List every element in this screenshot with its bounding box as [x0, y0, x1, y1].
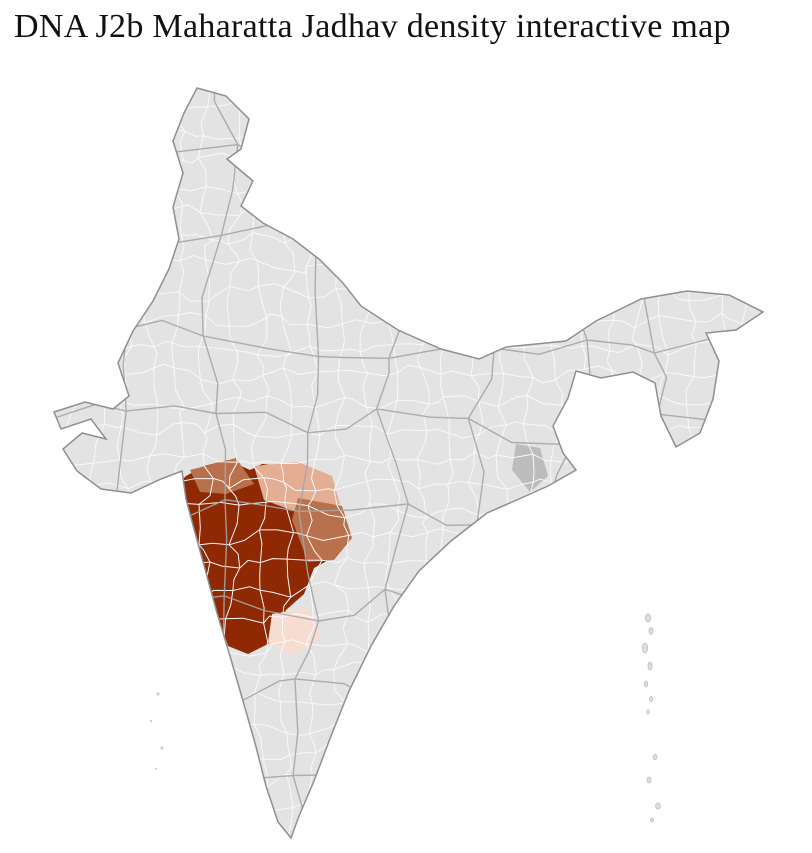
india-base[interactable]	[54, 88, 763, 838]
region-low-density-northeast[interactable]	[254, 462, 340, 514]
region-medium-density-north[interactable]	[190, 458, 254, 494]
lakshadweep-islands[interactable]	[149, 692, 164, 771]
region-medium-density-east[interactable]	[292, 498, 352, 562]
page-title: DNA J2b Maharatta Jadhav density interac…	[14, 8, 731, 45]
andaman-nicobar-islands[interactable]	[642, 613, 661, 823]
